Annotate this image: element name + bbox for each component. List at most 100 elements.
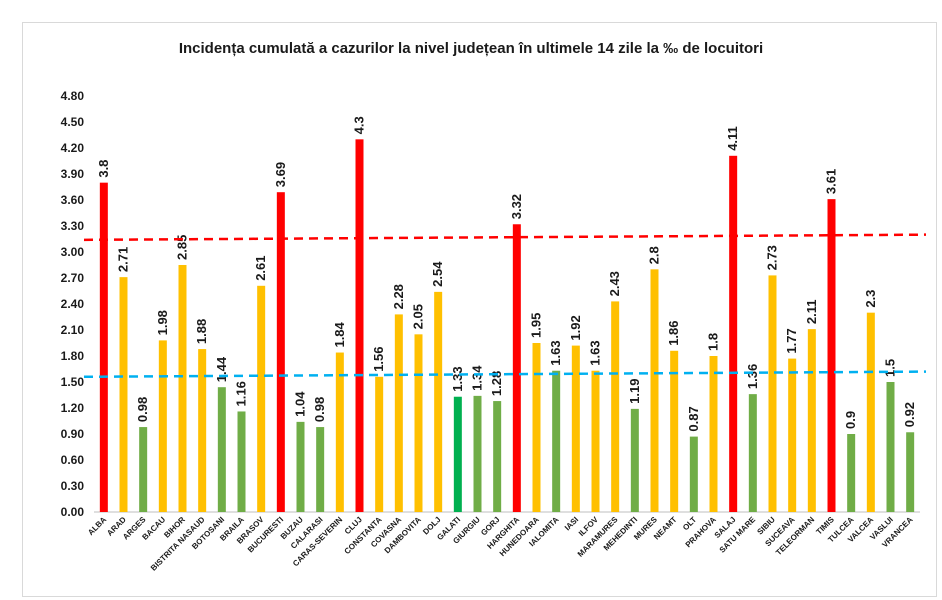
value-label: 0.9 — [843, 411, 858, 429]
bar-suceava — [788, 358, 797, 512]
bar-iasi — [571, 345, 580, 512]
y-tick-label: 1.80 — [61, 349, 85, 363]
y-tick-label: 1.20 — [61, 401, 85, 415]
bar-neamt — [670, 350, 679, 512]
bar-dambovita — [414, 334, 423, 512]
y-tick-label: 3.00 — [61, 245, 85, 259]
y-tick-label: 3.60 — [61, 193, 85, 207]
bar-salaj — [729, 155, 738, 513]
bar-brasov — [257, 285, 266, 512]
value-label: 2.05 — [411, 304, 426, 329]
bar-maramures — [611, 301, 620, 512]
bar-cluj — [355, 139, 364, 513]
bar-galati — [453, 396, 462, 512]
value-label: 1.44 — [214, 356, 229, 382]
value-label: 2.43 — [607, 271, 622, 296]
bar-vrancea — [906, 432, 915, 512]
bar-valcea — [866, 312, 875, 512]
value-label: 2.71 — [116, 247, 131, 272]
value-label: 1.04 — [293, 391, 308, 417]
bar-prahova — [709, 356, 718, 512]
y-tick-label: 4.50 — [61, 115, 85, 129]
value-label: 1.77 — [784, 328, 799, 353]
bar-harghita — [512, 224, 521, 512]
bar-gorj — [493, 401, 502, 512]
bar-mehedinti — [630, 408, 639, 512]
bar-giurgiu — [473, 395, 482, 512]
value-label: 0.98 — [135, 397, 150, 422]
value-label: 1.92 — [568, 315, 583, 340]
bar-vaslui — [886, 382, 895, 512]
y-tick-label: 3.90 — [61, 167, 85, 181]
bar-satu-mare — [748, 394, 757, 512]
bar-botosani — [217, 387, 226, 512]
value-label: 2.28 — [391, 284, 406, 309]
y-tick-label: 0.60 — [61, 453, 85, 467]
value-label: 1.84 — [332, 321, 347, 347]
bar-arges — [139, 427, 148, 512]
bar-tulcea — [847, 434, 856, 512]
value-label: 1.63 — [588, 340, 603, 365]
chart-title: Incidența cumulată a cazurilor la nivel … — [178, 40, 764, 57]
value-label: 1.95 — [529, 313, 544, 338]
bar-bacau — [158, 340, 167, 512]
reference-line-low — [83, 370, 927, 379]
value-label: 1.28 — [489, 371, 504, 396]
value-label: 3.8 — [96, 160, 111, 178]
bar-hunedoara — [532, 343, 541, 512]
value-label: 1.63 — [548, 340, 563, 365]
bar-bucuresti — [276, 192, 285, 512]
value-label: 1.98 — [155, 310, 170, 335]
bar-constanta — [375, 376, 384, 512]
value-label: 1.5 — [883, 359, 898, 377]
value-label: 2.54 — [430, 261, 445, 287]
value-label: 1.16 — [234, 381, 249, 406]
value-label: 1.56 — [371, 346, 386, 371]
bar-calarasi — [316, 427, 325, 512]
y-tick-label: 3.30 — [61, 219, 85, 233]
bar-sibiu — [768, 275, 777, 512]
y-tick-label: 2.40 — [61, 297, 85, 311]
value-label: 2.11 — [804, 300, 819, 325]
y-tick-label: 0.90 — [61, 427, 85, 441]
bar-mures — [650, 269, 659, 512]
value-label: 1.34 — [470, 365, 485, 391]
bar-buzau — [296, 421, 305, 512]
value-label: 0.87 — [686, 406, 701, 431]
bar-teleorman — [807, 329, 816, 512]
bar-ialomita — [552, 370, 561, 512]
value-label: 0.92 — [902, 402, 917, 427]
bar-caras-severin — [335, 352, 344, 512]
value-label: 1.8 — [706, 333, 721, 351]
bar-arad — [119, 277, 128, 512]
bar-alba — [99, 182, 108, 512]
y-tick-label: 2.10 — [61, 323, 85, 337]
value-label: 2.61 — [253, 255, 268, 280]
value-label: 1.88 — [194, 319, 209, 344]
y-tick-label: 4.80 — [61, 89, 85, 103]
value-label: 1.86 — [666, 320, 681, 345]
value-label: 1.19 — [627, 379, 642, 404]
bar-bistrita-nasaud — [198, 349, 207, 512]
value-label: 4.3 — [352, 116, 367, 134]
bar-bihor — [178, 265, 187, 512]
bar-braila — [237, 411, 246, 512]
value-label: 2.85 — [175, 235, 190, 260]
value-label: 4.11 — [725, 126, 740, 151]
y-tick-label: 0.00 — [61, 505, 85, 519]
value-label: 2.73 — [765, 245, 780, 270]
value-label: 3.69 — [273, 162, 288, 187]
bar-ilfov — [591, 370, 600, 512]
y-tick-label: 4.20 — [61, 141, 85, 155]
bar-dolj — [434, 291, 443, 512]
value-label: 1.36 — [745, 364, 760, 389]
category-label: ALBA — [86, 515, 108, 537]
y-tick-label: 0.30 — [61, 479, 85, 493]
bar-timis — [827, 199, 836, 512]
value-label: 2.3 — [863, 290, 878, 308]
reference-line-high — [83, 233, 927, 242]
value-label: 0.98 — [312, 397, 327, 422]
value-label: 1.33 — [450, 366, 465, 391]
value-label: 3.32 — [509, 194, 524, 219]
